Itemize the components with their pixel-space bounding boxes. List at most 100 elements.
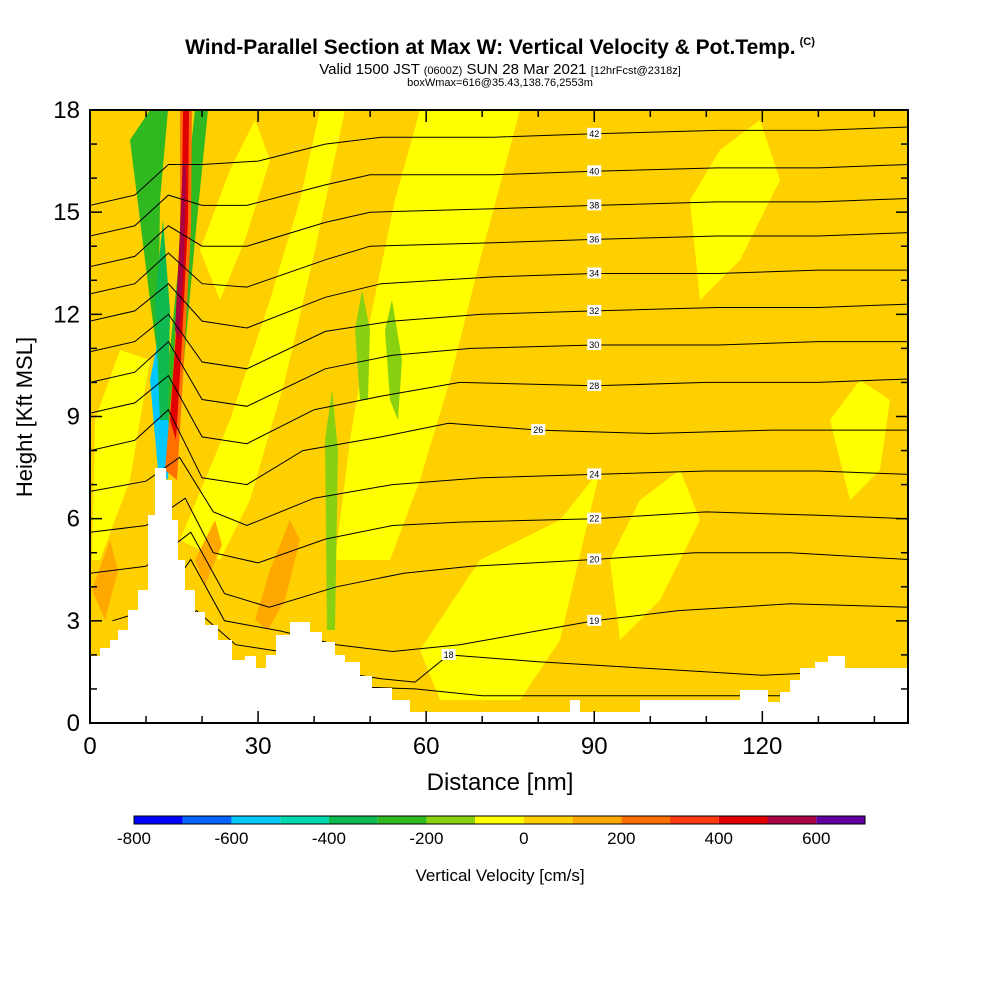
- chart-subtitle: Valid 1500 JST (0600Z) SUN 28 Mar 2021 […: [0, 61, 1000, 78]
- y-axis-label: Height [Kft MSL]: [12, 337, 37, 497]
- theta-contour-42: [90, 126, 908, 206]
- downdraft-streak: [355, 290, 370, 400]
- x-tick-label: 90: [581, 733, 608, 760]
- y-tick-label: 6: [67, 506, 80, 533]
- contour-label: 40: [589, 166, 599, 176]
- contour-label: 28: [589, 381, 599, 391]
- contour-label: 19: [589, 616, 599, 626]
- y-tick-label: 12: [53, 301, 80, 328]
- colorbar-tick-label: 600: [802, 829, 830, 848]
- band-yellow: [830, 380, 890, 500]
- band-yellow: [420, 470, 600, 700]
- contour-label-bg: [587, 165, 602, 177]
- colorbar-label: Vertical Velocity [cm/s]: [415, 866, 584, 885]
- theta-contour-19: [112, 558, 908, 653]
- band-yellow: [690, 120, 780, 300]
- colorbar-swatch: [767, 816, 817, 824]
- x-axis-label: Distance [nm]: [427, 769, 574, 796]
- downdraft-core: [155, 220, 170, 420]
- contour-label-bg: [587, 468, 602, 480]
- contour-label-bg: [587, 127, 602, 139]
- theta-contour-18: [112, 609, 908, 683]
- valid-utc: (0600Z): [423, 65, 463, 77]
- x-tick-label: 60: [413, 733, 440, 760]
- y-tick-label: 0: [67, 710, 80, 737]
- theta-contour-24: [90, 456, 908, 527]
- contour-label-bg: [587, 233, 602, 245]
- theta-contour-26: [90, 408, 908, 486]
- contour-label: 20: [589, 555, 599, 565]
- patch-orange: [255, 520, 300, 630]
- patch-orange: [195, 520, 222, 585]
- updraft-peak: [175, 160, 186, 340]
- theta-contour-20: [90, 531, 908, 608]
- terrain: [90, 468, 908, 723]
- chart-title: Wind-Parallel Section at Max W: Vertical…: [0, 36, 1000, 60]
- colorbar-tick-label: -600: [214, 829, 248, 848]
- valid-date: SUN 28 Mar 2021: [466, 61, 587, 78]
- copyright-mark: (C): [799, 36, 815, 48]
- x-tick-label: 0: [83, 733, 96, 760]
- downdraft-streak: [385, 300, 402, 420]
- colorbar-swatch: [182, 816, 232, 824]
- colorbar-frame: [133, 815, 866, 825]
- theta-contour-38: [90, 198, 908, 268]
- colorbar: -800 -600 -400 -200 0 200 400 600: [117, 815, 866, 848]
- colorbar-tick-label: -400: [312, 829, 346, 848]
- colorbar-swatch: [231, 816, 281, 824]
- colorbar-swatch: [475, 816, 524, 824]
- contour-label-bg: [587, 338, 602, 350]
- contour-label-bg: [531, 424, 546, 436]
- theta-contour-40: [90, 164, 908, 237]
- contour-label-bg: [587, 304, 602, 316]
- colorbar-swatch: [328, 816, 378, 824]
- contour-label-bg: [587, 512, 602, 524]
- band-yellow: [335, 110, 520, 560]
- colorbar-tick-label: 0: [519, 829, 528, 848]
- box-info: boxWmax=616@35.43,138.76,2553m: [407, 77, 593, 89]
- band-yellow: [180, 110, 345, 560]
- contour-label: 36: [589, 234, 599, 244]
- contour-label: 22: [589, 514, 599, 524]
- colorbar-swatch: [280, 816, 329, 824]
- forecast-info: [12hrFcst@2318z]: [590, 65, 681, 77]
- contour-label-bg: [587, 553, 602, 565]
- contour-label-bg: [587, 379, 602, 391]
- contour-label: 18: [444, 650, 454, 660]
- contour-label-bg: [587, 267, 602, 279]
- colorbar-tick-label: 200: [607, 829, 635, 848]
- title-main: Wind-Parallel Section at Max W: Vertical…: [185, 36, 796, 59]
- y-tick-label: 3: [67, 608, 80, 635]
- band-yellow: [200, 120, 270, 300]
- contour-label: 26: [533, 425, 543, 435]
- downdraft-streak: [325, 390, 338, 630]
- theta-contour-34: [90, 269, 908, 329]
- colorbar-tick-label: -200: [409, 829, 443, 848]
- contour-label: 24: [589, 469, 599, 479]
- contour-label: 34: [589, 268, 599, 278]
- colorbar-swatch: [718, 816, 768, 824]
- colorbar-tick-label: 400: [705, 829, 733, 848]
- theta-contour-22: [90, 497, 908, 564]
- colorbar-swatch: [670, 816, 719, 824]
- colorbar-swatch: [426, 816, 476, 824]
- theta-contour-32: [90, 303, 908, 370]
- y-tick-label: 9: [67, 404, 80, 431]
- y-tick-label: 15: [53, 199, 80, 226]
- contour-label: 30: [589, 340, 599, 350]
- colorbar-tick-label: -800: [117, 829, 151, 848]
- y-tick-label: 18: [53, 97, 80, 124]
- valid-time: Valid 1500 JST: [319, 61, 420, 78]
- theta-contour-30: [90, 340, 908, 407]
- contour-label-bg: [587, 199, 602, 211]
- x-tick-label: 30: [245, 733, 272, 760]
- x-tick-label: 120: [742, 733, 782, 760]
- colorbar-swatch: [572, 816, 622, 824]
- colorbar-swatch: [816, 816, 865, 824]
- patch-orange: [92, 540, 118, 620]
- contour-label: 42: [589, 129, 599, 139]
- theta-contour-36: [90, 232, 908, 295]
- theta-contour-28: [90, 374, 908, 445]
